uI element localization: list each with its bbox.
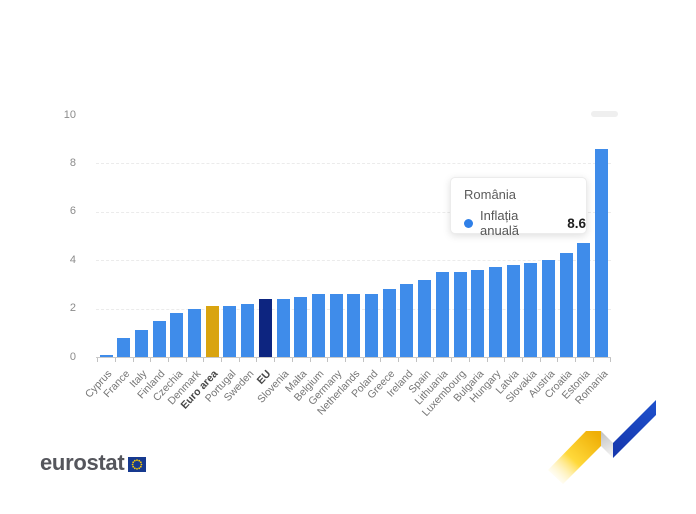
x-axis-tick (380, 358, 382, 362)
x-axis-tick (451, 358, 453, 362)
chart-scrollbar-thumb[interactable] (591, 111, 618, 117)
bar-eu[interactable] (258, 298, 272, 357)
gridline-8 (96, 163, 611, 165)
bar-greece[interactable] (382, 289, 396, 357)
bar-estonia[interactable] (577, 243, 591, 357)
x-axis-tick (344, 358, 346, 362)
x-axis-tick (132, 358, 134, 362)
x-axis-tick (291, 358, 293, 362)
x-axis-tick (486, 358, 488, 362)
x-axis-tick (433, 358, 435, 362)
y-tick-label-2: 2 (69, 302, 76, 315)
bar-spain[interactable] (418, 279, 432, 357)
bar-portugal[interactable] (223, 306, 237, 357)
gridline-6 (96, 211, 611, 213)
bar-italy[interactable] (134, 330, 148, 357)
bar-bulgaria[interactable] (471, 269, 485, 357)
eurostat-logo: eurostat (40, 450, 147, 475)
tooltip-row: Inflația anuală 8.6 (464, 208, 586, 238)
ribbon-yellow-segment (548, 431, 601, 484)
x-axis-tick (398, 358, 400, 362)
x-axis-tick (610, 358, 612, 362)
bar-netherlands[interactable] (347, 294, 361, 357)
bar-austria[interactable] (542, 260, 555, 357)
ribbon-blue-segment (613, 400, 656, 458)
x-axis-tick (521, 358, 523, 362)
x-axis-tick (114, 358, 116, 362)
bar-hungary[interactable] (488, 267, 502, 357)
x-axis-tick (504, 358, 506, 362)
bar-denmark[interactable] (188, 308, 201, 357)
tooltip-country: România (464, 187, 517, 202)
bar-euro-area[interactable] (205, 306, 219, 357)
bar-latvia[interactable] (506, 265, 520, 357)
eu-flag-icon (128, 456, 147, 472)
trend-ribbon-graphic (548, 400, 656, 484)
x-axis-tick (238, 358, 240, 362)
x-axis-tick (468, 358, 470, 362)
bar-slovenia[interactable] (276, 298, 290, 357)
x-axis-tick (167, 358, 169, 362)
bar-france[interactable] (117, 337, 131, 357)
bar-lithuania[interactable] (435, 272, 449, 357)
ribbon-gray-fold (601, 431, 613, 458)
y-tick-label-6: 6 (69, 205, 76, 218)
gridline-4 (96, 260, 611, 262)
y-tick-label-10: 10 (63, 108, 76, 121)
tooltip: România Inflația anuală 8.6 (450, 177, 587, 238)
x-axis-tick (575, 358, 577, 362)
x-axis-tick (592, 358, 594, 362)
bar-czechia[interactable] (170, 313, 184, 357)
y-tick-label-8: 8 (69, 156, 76, 169)
bar-croatia[interactable] (559, 252, 573, 357)
bar-poland[interactable] (365, 294, 378, 357)
x-axis-tick (185, 358, 187, 362)
x-axis-tick (557, 358, 559, 362)
x-axis-tick (415, 358, 417, 362)
bar-finland[interactable] (152, 320, 166, 357)
x-axis-tick (97, 358, 99, 362)
tooltip-series-label: Inflația anuală (480, 208, 520, 238)
x-axis-line (96, 357, 611, 358)
bar-malta[interactable] (294, 296, 308, 357)
x-axis-tick (256, 358, 258, 362)
x-axis-tick (274, 358, 276, 362)
bar-romania[interactable] (595, 148, 609, 357)
bar-ireland[interactable] (400, 284, 414, 357)
x-axis-tick (539, 358, 541, 362)
x-axis-tick (150, 358, 152, 362)
bar-sweden[interactable] (241, 303, 255, 357)
tooltip-value: 8.6 (567, 215, 586, 231)
eurostat-wordmark: eurostat (40, 450, 125, 475)
bar-luxembourg[interactable] (453, 272, 467, 357)
x-axis-tick (221, 358, 223, 362)
bar-slovakia[interactable] (524, 262, 538, 357)
x-axis-tick (327, 358, 329, 362)
bar-cyprus[interactable] (99, 354, 113, 357)
series-dot-icon (464, 218, 473, 228)
x-axis-tick (309, 358, 311, 362)
x-axis-tick (362, 358, 364, 362)
bar-germany[interactable] (329, 294, 343, 357)
x-axis-tick (203, 358, 205, 362)
y-tick-label-0: 0 (69, 350, 76, 363)
y-tick-label-4: 4 (69, 253, 76, 266)
bar-belgium[interactable] (311, 294, 325, 357)
